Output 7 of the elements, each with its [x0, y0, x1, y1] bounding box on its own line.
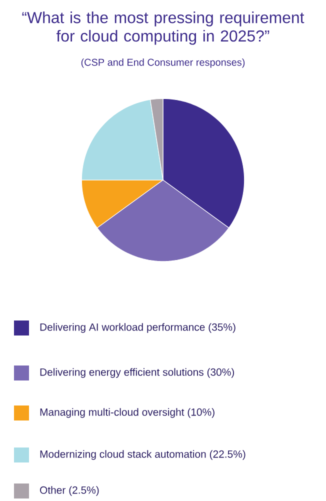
legend-label: Other (2.5%) — [40, 486, 99, 496]
legend-label: Delivering energy efficient solutions (30%) — [40, 368, 234, 378]
legend-label: Delivering AI workload performance (35%) — [40, 323, 236, 333]
legend-label: Modernizing cloud stack automation (22.5%) — [40, 450, 246, 460]
legend-label: Managing multi-cloud oversight (10%) — [40, 408, 214, 418]
chart-subtitle: (CSP and End Consumer responses) — [81, 58, 245, 68]
chart-title: “What is the most pressing requirement for cloud computing in 2025?” — [22, 12, 304, 45]
